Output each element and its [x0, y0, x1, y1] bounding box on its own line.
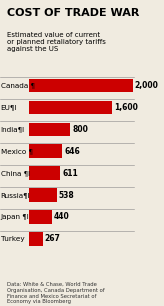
Text: Japan ¶l: Japan ¶l	[0, 214, 29, 220]
Text: 1,600: 1,600	[114, 103, 138, 112]
Bar	[29, 166, 61, 180]
Bar	[29, 79, 133, 92]
Bar	[29, 188, 57, 202]
Text: Turkey: Turkey	[0, 236, 24, 242]
Text: COST OF TRADE WAR: COST OF TRADE WAR	[7, 8, 139, 18]
Text: Russia¶l: Russia¶l	[0, 192, 30, 198]
Text: Data: White & Chase, World Trade
Organisation, Canada Department of
Finance and : Data: White & Chase, World Trade Organis…	[7, 282, 104, 304]
Bar	[29, 144, 62, 158]
Text: 440: 440	[54, 212, 69, 222]
Text: Mexico ¶: Mexico ¶	[0, 148, 32, 154]
Text: 800: 800	[72, 125, 88, 134]
Bar	[29, 122, 70, 136]
Text: 611: 611	[62, 169, 78, 178]
Bar	[29, 101, 112, 114]
Text: 267: 267	[45, 234, 61, 243]
Text: EU¶l: EU¶l	[0, 104, 17, 110]
Text: 2,000: 2,000	[135, 81, 159, 90]
Text: China ¶l: China ¶l	[0, 170, 30, 176]
Bar	[29, 210, 51, 224]
Text: Estimated value of current
or planned retaliatory tariffs
against the US: Estimated value of current or planned re…	[7, 32, 105, 52]
Bar	[29, 232, 42, 246]
Text: India¶l: India¶l	[0, 126, 25, 132]
Text: Canada ¶: Canada ¶	[0, 83, 34, 88]
Text: 538: 538	[59, 191, 74, 200]
Text: 646: 646	[64, 147, 80, 156]
